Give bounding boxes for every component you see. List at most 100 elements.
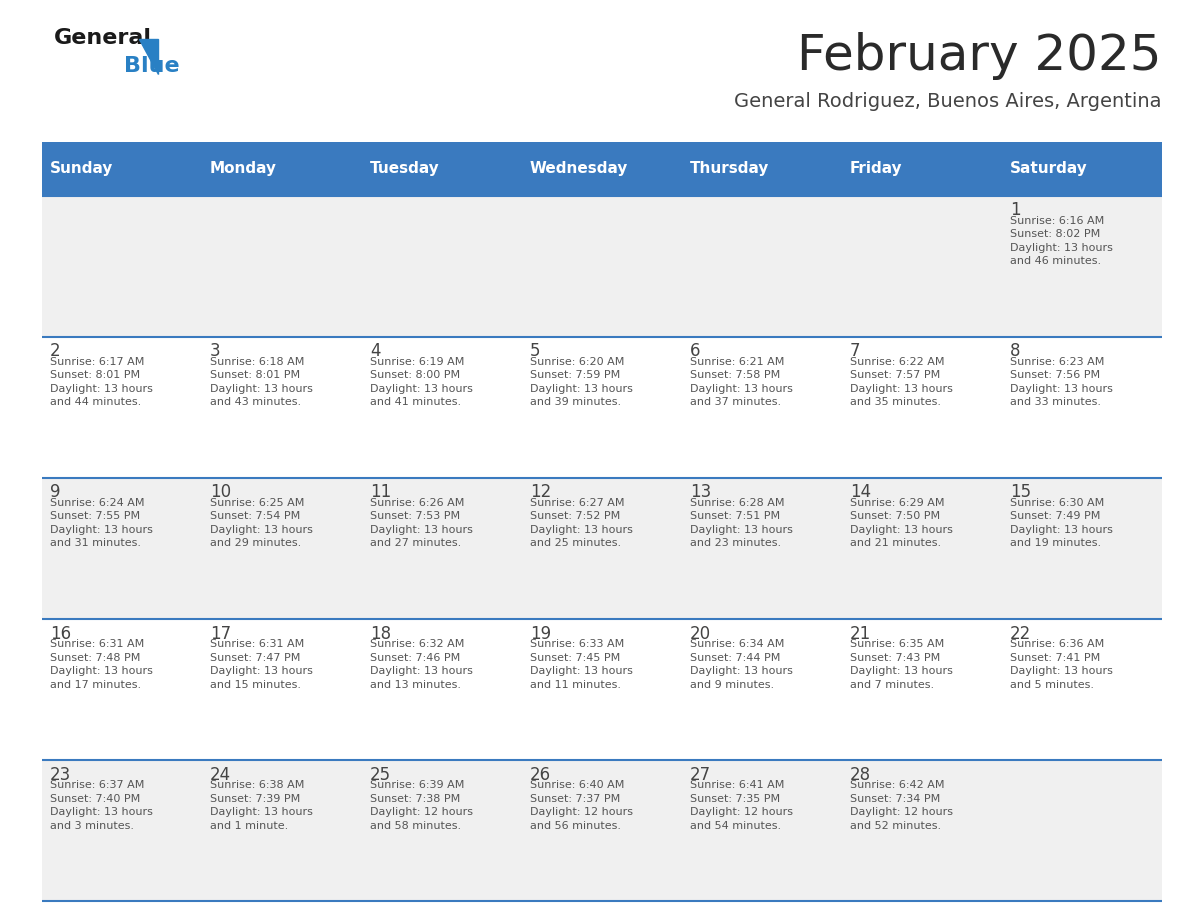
Text: 8: 8: [1010, 342, 1020, 360]
Text: 14: 14: [851, 484, 871, 501]
Text: Sunrise: 6:34 AM: Sunrise: 6:34 AM: [690, 639, 784, 649]
Text: Sunrise: 6:17 AM: Sunrise: 6:17 AM: [50, 357, 144, 366]
Bar: [842, 142, 1001, 196]
Text: Sunset: 7:47 PM: Sunset: 7:47 PM: [210, 653, 301, 663]
Text: Sunrise: 6:19 AM: Sunrise: 6:19 AM: [369, 357, 465, 366]
Text: Daylight: 12 hours: Daylight: 12 hours: [369, 807, 473, 817]
Text: Sunrise: 6:42 AM: Sunrise: 6:42 AM: [851, 780, 944, 790]
Text: Sunset: 7:48 PM: Sunset: 7:48 PM: [50, 653, 140, 663]
Text: 23: 23: [50, 766, 71, 784]
Text: Sunday: Sunday: [50, 162, 113, 176]
Text: 22: 22: [1010, 624, 1031, 643]
Text: Wednesday: Wednesday: [530, 162, 628, 176]
Text: and 5 minutes.: and 5 minutes.: [1010, 679, 1094, 689]
Text: 1: 1: [1010, 201, 1020, 219]
Text: Daylight: 12 hours: Daylight: 12 hours: [690, 807, 794, 817]
Text: 17: 17: [210, 624, 230, 643]
Text: 19: 19: [530, 624, 551, 643]
Text: Sunset: 7:53 PM: Sunset: 7:53 PM: [369, 511, 460, 521]
Text: Sunset: 7:41 PM: Sunset: 7:41 PM: [1010, 653, 1100, 663]
Text: Blue: Blue: [124, 56, 179, 76]
Text: Daylight: 13 hours: Daylight: 13 hours: [851, 666, 953, 677]
Text: Sunrise: 6:26 AM: Sunrise: 6:26 AM: [369, 498, 465, 508]
Text: Sunset: 7:45 PM: Sunset: 7:45 PM: [530, 653, 620, 663]
Bar: [361, 142, 522, 196]
Bar: [42, 196, 1162, 337]
Text: Daylight: 13 hours: Daylight: 13 hours: [210, 525, 312, 535]
Text: 10: 10: [210, 484, 230, 501]
Text: February 2025: February 2025: [797, 32, 1162, 80]
Text: Daylight: 13 hours: Daylight: 13 hours: [50, 807, 153, 817]
Text: 16: 16: [50, 624, 71, 643]
Text: and 11 minutes.: and 11 minutes.: [530, 679, 621, 689]
Text: and 41 minutes.: and 41 minutes.: [369, 397, 461, 408]
Text: Daylight: 13 hours: Daylight: 13 hours: [851, 525, 953, 535]
Text: Sunset: 7:55 PM: Sunset: 7:55 PM: [50, 511, 140, 521]
Text: Sunset: 7:37 PM: Sunset: 7:37 PM: [530, 794, 620, 804]
Text: and 27 minutes.: and 27 minutes.: [369, 539, 461, 548]
Text: Sunset: 8:00 PM: Sunset: 8:00 PM: [369, 370, 460, 380]
Text: and 25 minutes.: and 25 minutes.: [530, 539, 621, 548]
Text: and 33 minutes.: and 33 minutes.: [1010, 397, 1101, 408]
Text: Daylight: 13 hours: Daylight: 13 hours: [690, 384, 792, 394]
Text: Sunrise: 6:24 AM: Sunrise: 6:24 AM: [50, 498, 145, 508]
Text: Sunset: 7:54 PM: Sunset: 7:54 PM: [210, 511, 301, 521]
Text: Sunset: 8:01 PM: Sunset: 8:01 PM: [50, 370, 140, 380]
Text: Daylight: 13 hours: Daylight: 13 hours: [1010, 525, 1113, 535]
Text: Sunrise: 6:16 AM: Sunrise: 6:16 AM: [1010, 216, 1105, 226]
Text: 6: 6: [690, 342, 701, 360]
Text: Daylight: 13 hours: Daylight: 13 hours: [210, 666, 312, 677]
Text: 28: 28: [851, 766, 871, 784]
Text: Sunset: 7:40 PM: Sunset: 7:40 PM: [50, 794, 140, 804]
Text: and 15 minutes.: and 15 minutes.: [210, 679, 301, 689]
Bar: [522, 142, 682, 196]
Text: 12: 12: [530, 484, 551, 501]
Text: Sunrise: 6:40 AM: Sunrise: 6:40 AM: [530, 780, 625, 790]
Text: and 56 minutes.: and 56 minutes.: [530, 821, 621, 831]
Text: Sunset: 7:57 PM: Sunset: 7:57 PM: [851, 370, 941, 380]
Text: Sunrise: 6:18 AM: Sunrise: 6:18 AM: [210, 357, 304, 366]
Text: Sunset: 7:59 PM: Sunset: 7:59 PM: [530, 370, 620, 380]
Text: 26: 26: [530, 766, 551, 784]
Bar: [42, 478, 1162, 619]
Text: 25: 25: [369, 766, 391, 784]
Text: Daylight: 13 hours: Daylight: 13 hours: [210, 384, 312, 394]
Text: Sunset: 7:38 PM: Sunset: 7:38 PM: [369, 794, 460, 804]
Text: Sunrise: 6:31 AM: Sunrise: 6:31 AM: [50, 639, 144, 649]
Text: Daylight: 13 hours: Daylight: 13 hours: [851, 384, 953, 394]
Text: Sunrise: 6:22 AM: Sunrise: 6:22 AM: [851, 357, 944, 366]
Text: 18: 18: [369, 624, 391, 643]
Text: Sunset: 7:35 PM: Sunset: 7:35 PM: [690, 794, 781, 804]
Text: 24: 24: [210, 766, 230, 784]
Text: Daylight: 13 hours: Daylight: 13 hours: [1010, 666, 1113, 677]
Text: and 21 minutes.: and 21 minutes.: [851, 539, 941, 548]
Bar: [42, 142, 202, 196]
Text: Sunset: 7:34 PM: Sunset: 7:34 PM: [851, 794, 941, 804]
Text: 27: 27: [690, 766, 712, 784]
Text: and 1 minute.: and 1 minute.: [210, 821, 289, 831]
Text: Daylight: 13 hours: Daylight: 13 hours: [50, 384, 153, 394]
Text: Sunrise: 6:32 AM: Sunrise: 6:32 AM: [369, 639, 465, 649]
Text: Sunrise: 6:30 AM: Sunrise: 6:30 AM: [1010, 498, 1105, 508]
Bar: [202, 142, 361, 196]
Text: 3: 3: [210, 342, 221, 360]
Text: Sunset: 7:58 PM: Sunset: 7:58 PM: [690, 370, 781, 380]
Text: Sunrise: 6:35 AM: Sunrise: 6:35 AM: [851, 639, 944, 649]
Text: and 23 minutes.: and 23 minutes.: [690, 539, 782, 548]
Text: 21: 21: [851, 624, 871, 643]
Text: 5: 5: [530, 342, 541, 360]
Text: Monday: Monday: [210, 162, 277, 176]
Text: Daylight: 13 hours: Daylight: 13 hours: [369, 666, 473, 677]
Text: Sunrise: 6:28 AM: Sunrise: 6:28 AM: [690, 498, 784, 508]
Text: 13: 13: [690, 484, 712, 501]
Text: Sunrise: 6:20 AM: Sunrise: 6:20 AM: [530, 357, 625, 366]
Text: Sunrise: 6:31 AM: Sunrise: 6:31 AM: [210, 639, 304, 649]
Text: Daylight: 13 hours: Daylight: 13 hours: [690, 666, 792, 677]
Text: Daylight: 13 hours: Daylight: 13 hours: [530, 666, 633, 677]
Text: 9: 9: [50, 484, 61, 501]
Text: Sunrise: 6:25 AM: Sunrise: 6:25 AM: [210, 498, 304, 508]
Text: Daylight: 13 hours: Daylight: 13 hours: [530, 384, 633, 394]
Text: Sunrise: 6:21 AM: Sunrise: 6:21 AM: [690, 357, 784, 366]
Text: Tuesday: Tuesday: [369, 162, 440, 176]
Text: and 44 minutes.: and 44 minutes.: [50, 397, 141, 408]
